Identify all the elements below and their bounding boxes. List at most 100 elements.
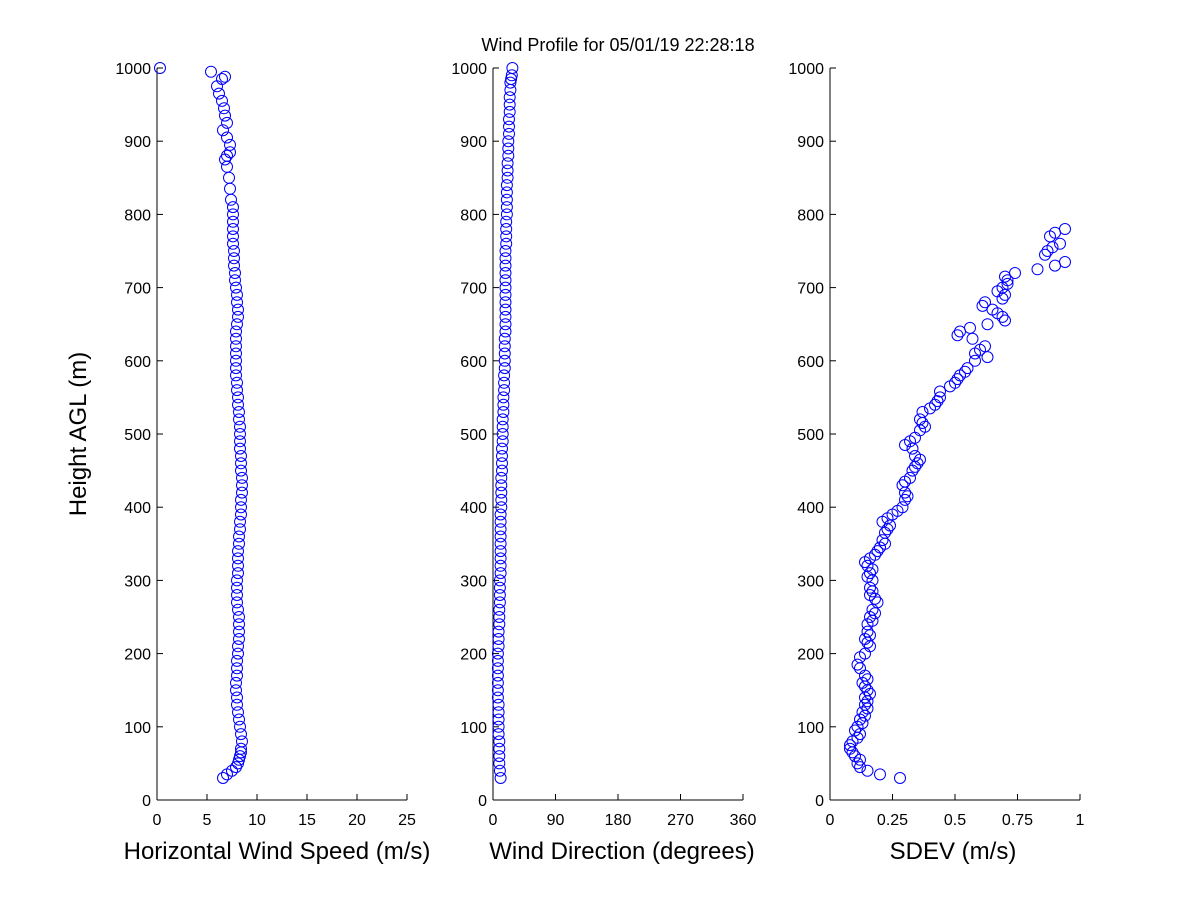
- y-tick-label: 100: [460, 720, 487, 737]
- y-tick-label: 500: [460, 427, 487, 444]
- data-point: [492, 713, 505, 726]
- data-point: [234, 428, 246, 440]
- data-point: [492, 728, 505, 741]
- data-point: [231, 698, 243, 711]
- data-point: [498, 376, 511, 389]
- data-point: [235, 501, 247, 514]
- data-point: [496, 464, 508, 477]
- data-point: [500, 201, 513, 214]
- data-point: [234, 720, 246, 733]
- data-point: [844, 739, 856, 752]
- data-point: [884, 519, 896, 532]
- data-point: [233, 611, 245, 623]
- data-point: [224, 146, 236, 159]
- data-point: [228, 252, 240, 265]
- data-point: [496, 457, 508, 470]
- data-point: [491, 691, 504, 704]
- data-point: [498, 354, 511, 367]
- data-point: [500, 208, 513, 221]
- data-point: [502, 149, 515, 162]
- data-point: [494, 537, 507, 550]
- y-tick-label: 400: [124, 500, 151, 517]
- x-tick-label: 0.25: [877, 812, 908, 829]
- data-point: [227, 237, 239, 250]
- data-point: [503, 113, 515, 126]
- data-point: [233, 713, 245, 726]
- data-point: [492, 633, 505, 645]
- data-point: [999, 314, 1011, 327]
- data-point: [498, 332, 511, 345]
- data-point: [894, 772, 906, 784]
- x-tick-label: 180: [605, 812, 632, 829]
- y-tick-label: 1000: [115, 61, 151, 78]
- data-point: [236, 486, 248, 499]
- data-point: [492, 640, 505, 653]
- data-point: [227, 208, 239, 221]
- data-point: [216, 94, 228, 107]
- data-point: [499, 325, 512, 338]
- data-point: [233, 633, 245, 645]
- data-point: [861, 702, 874, 715]
- data-point: [914, 413, 926, 426]
- data-point: [493, 618, 506, 631]
- data-point: [492, 706, 505, 719]
- data-point: [233, 413, 245, 426]
- data-point: [493, 596, 506, 609]
- x-tick-label: 0.75: [1002, 812, 1033, 829]
- data-point: [1031, 263, 1044, 276]
- data-point: [499, 259, 512, 272]
- data-point: [864, 629, 876, 642]
- data-point: [494, 545, 507, 558]
- data-point: [854, 761, 866, 774]
- y-tick-label: 600: [460, 354, 487, 371]
- data-point: [231, 384, 243, 397]
- data-point: [231, 296, 243, 309]
- data-point: [231, 691, 243, 704]
- data-point: [494, 523, 507, 536]
- data-point: [226, 764, 238, 777]
- y-tick-label: 400: [797, 500, 824, 517]
- data-point: [493, 581, 506, 594]
- data-point: [496, 435, 509, 448]
- data-point: [491, 676, 504, 689]
- data-point: [491, 647, 504, 660]
- data-point: [871, 596, 884, 609]
- data-point: [219, 109, 231, 122]
- data-point: [976, 299, 989, 312]
- data-point: [500, 193, 513, 206]
- data-point: [232, 545, 244, 558]
- data-point: [499, 267, 512, 279]
- y-tick-label: 300: [460, 573, 487, 590]
- data-point: [499, 252, 512, 265]
- data-point: [500, 223, 513, 235]
- data-point: [217, 124, 229, 137]
- data-point: [228, 259, 240, 272]
- data-point: [505, 69, 518, 82]
- y-tick-label: 900: [124, 134, 151, 151]
- data-point: [502, 142, 515, 155]
- y-tick-label: 100: [124, 720, 151, 737]
- data-point: [213, 87, 225, 100]
- data-point: [871, 545, 884, 558]
- data-point: [231, 669, 243, 682]
- data-point: [964, 321, 976, 334]
- data-point: [896, 501, 909, 514]
- data-point: [233, 530, 245, 543]
- data-point: [491, 669, 504, 682]
- data-point: [501, 157, 514, 170]
- direction-panel: 0 100 200 300 400 500 600 700 800 900 1000 0 90 180 27…: [451, 61, 756, 865]
- data-point: [235, 450, 247, 462]
- data-point: [1059, 256, 1071, 268]
- data-point: [861, 673, 874, 686]
- speed-panel: 0 100 200 300 400 500 600 700 800 900 1000 0 5 10 15 20…: [115, 61, 430, 865]
- y-tick-label: 300: [797, 573, 824, 590]
- data-point: [506, 62, 519, 74]
- data-point: [227, 230, 239, 243]
- data-point: [901, 490, 914, 503]
- data-point: [896, 479, 909, 492]
- data-point: [231, 574, 243, 587]
- data-point: [934, 385, 946, 398]
- x-axis-label: SDEV (m/s): [890, 838, 1017, 865]
- data-point: [916, 406, 929, 418]
